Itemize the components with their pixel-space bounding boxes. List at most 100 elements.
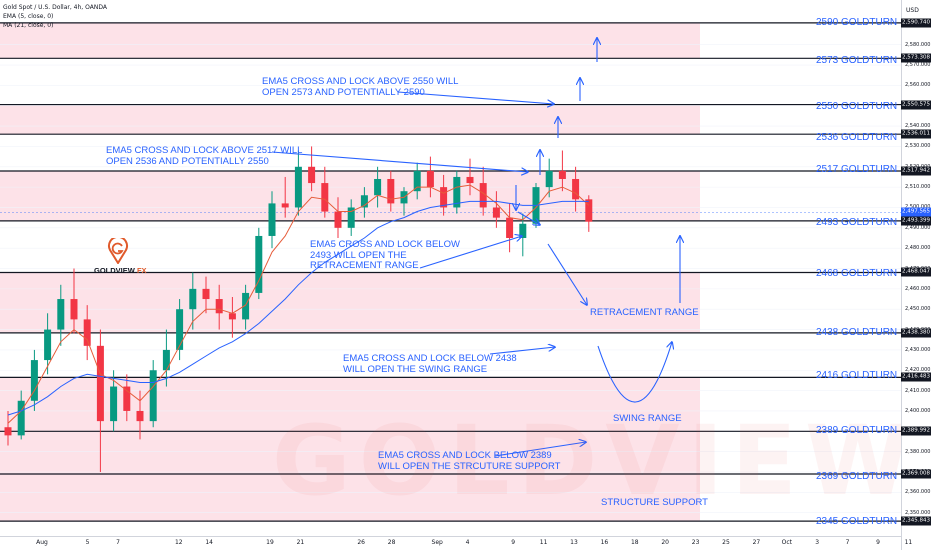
level-price-marker: 2,369.008 bbox=[901, 469, 931, 479]
price-tick: 2,540.000 bbox=[905, 123, 931, 130]
structure-support-label[interactable]: STRUCTURE SUPPORT bbox=[601, 497, 708, 508]
price-tick: 2,500.000 bbox=[905, 204, 930, 210]
candle-body bbox=[149, 370, 157, 422]
date-tick: 9 bbox=[511, 539, 516, 546]
brand-name: GOLDVIEW FX bbox=[94, 266, 147, 275]
candle-body bbox=[572, 178, 580, 200]
swing-range-curve bbox=[597, 342, 672, 403]
date-tick: Oct bbox=[781, 539, 792, 546]
candle-body bbox=[281, 203, 289, 208]
candle-body bbox=[123, 386, 131, 411]
date-tick: 9 bbox=[876, 539, 880, 546]
symbol-title[interactable]: Gold Spot / U.S. Dollar, 4h, OANDA bbox=[3, 4, 107, 11]
candle-body bbox=[44, 329, 52, 361]
date-tick: 7 bbox=[116, 539, 120, 546]
price-tick: 2,450.000 bbox=[905, 306, 931, 313]
level-price-marker: 2,438.380 bbox=[901, 328, 931, 338]
level-label-2517: 2517 GOLDTURN bbox=[816, 164, 898, 175]
note-below-2438-text: EMA5 CROSS AND LOCK BELOW 2438 WILL OPEN… bbox=[343, 353, 517, 375]
candle-body bbox=[374, 178, 382, 196]
note-above-2517-text: EMA5 CROSS AND LOCK ABOVE 2517 WILL OPEN… bbox=[106, 145, 303, 167]
brand-suffix: FX bbox=[136, 266, 147, 275]
date-tick: 26 bbox=[357, 539, 366, 546]
level-price-marker: 2,573.308 bbox=[901, 53, 931, 63]
date-tick: 7 bbox=[845, 539, 850, 546]
candle-body bbox=[360, 195, 368, 208]
price-chart[interactable] bbox=[0, 0, 901, 536]
candle-body bbox=[255, 235, 263, 293]
candle-body bbox=[308, 166, 316, 184]
level-price-marker: 2,416.483 bbox=[901, 372, 931, 382]
candle-body bbox=[17, 400, 25, 436]
candle-body bbox=[215, 299, 223, 314]
price-tick: 2,400.000 bbox=[905, 407, 931, 414]
chart-plot-area[interactable] bbox=[0, 0, 901, 536]
level-label-2369: 2369 GOLDTURN bbox=[816, 471, 898, 482]
swing-range-label[interactable]: SWING RANGE bbox=[613, 413, 682, 424]
level-label-2550: 2550 GOLDTURN bbox=[816, 101, 898, 112]
date-tick: Aug bbox=[36, 539, 48, 546]
annotation-arrow bbox=[419, 236, 522, 269]
indicator-ma-label[interactable]: MA (21, close, 0) bbox=[3, 22, 54, 29]
annotation-arrow bbox=[517, 211, 540, 225]
note-above-2550[interactable]: EMA5 CROSS AND LOCK ABOVE 2550 WILL OPEN… bbox=[262, 76, 459, 98]
level-label-2389: 2389 GOLDTURN bbox=[816, 425, 898, 436]
annotation-arrow bbox=[489, 347, 555, 355]
retracement-range-label[interactable]: RETRACEMENT RANGE bbox=[590, 307, 699, 318]
candle-body bbox=[242, 292, 250, 320]
zone-band bbox=[0, 22, 700, 59]
price-tick: 2,490.000 bbox=[905, 224, 931, 231]
level-label-2573: 2573 GOLDTURN bbox=[816, 55, 898, 66]
note-below-2389[interactable]: EMA5 CROSS AND LOCK BELOW 2389 WILL OPEN… bbox=[378, 450, 560, 472]
level-price-marker: 2,550.575 bbox=[901, 100, 931, 110]
date-tick: 12 bbox=[174, 539, 183, 546]
date-tick: 25 bbox=[722, 539, 730, 546]
candle-body bbox=[202, 288, 210, 300]
date-tick: 16 bbox=[600, 539, 609, 546]
date-tick: 20 bbox=[661, 539, 670, 546]
candle-body bbox=[162, 349, 170, 371]
candle-body bbox=[268, 203, 276, 236]
goldview-logo-icon bbox=[108, 238, 128, 264]
candle-body bbox=[466, 176, 474, 184]
candle-body bbox=[176, 309, 184, 350]
candle-body bbox=[294, 166, 302, 208]
level-label-2468: 2468 GOLDTURN bbox=[816, 268, 898, 279]
candle-body bbox=[440, 187, 448, 208]
note-below-2493[interactable]: EMA5 CROSS AND LOCK BELOW 2493 WILL OPEN… bbox=[310, 239, 460, 272]
note-below-2438[interactable]: EMA5 CROSS AND LOCK BELOW 2438 WILL OPEN… bbox=[343, 353, 517, 375]
date-tick: 21 bbox=[296, 539, 305, 546]
candle-body bbox=[57, 299, 65, 330]
date-tick: 23 bbox=[691, 539, 700, 546]
candle-body bbox=[228, 313, 236, 320]
level-label-2438: 2438 GOLDTURN bbox=[816, 327, 898, 338]
candle-body bbox=[492, 207, 500, 218]
note-above-2550-text: EMA5 CROSS AND LOCK ABOVE 2550 WILL OPEN… bbox=[262, 76, 459, 98]
candle-body bbox=[558, 170, 566, 179]
price-tick: 2,510.000 bbox=[905, 184, 931, 191]
level-price-marker: 2,536.011 bbox=[901, 129, 931, 139]
time-axis[interactable] bbox=[0, 536, 901, 551]
candle-body bbox=[4, 427, 12, 436]
note-below-2493-text: EMA5 CROSS AND LOCK BELOW 2493 WILL OPEN… bbox=[310, 239, 460, 271]
candle-body bbox=[413, 170, 421, 192]
date-tick: 14 bbox=[205, 539, 214, 546]
current-price-marker: 2,497.565 bbox=[901, 207, 931, 217]
price-tick: 2,420.000 bbox=[905, 367, 931, 374]
price-tick: 2,560.000 bbox=[905, 82, 931, 89]
price-tick: 2,410.000 bbox=[905, 387, 931, 394]
note-above-2517[interactable]: EMA5 CROSS AND LOCK ABOVE 2517 WILL OPEN… bbox=[106, 145, 303, 167]
price-tick: 2,380.000 bbox=[905, 448, 931, 455]
currency-label[interactable]: USD bbox=[906, 7, 919, 14]
price-tick: 2,430.000 bbox=[905, 346, 931, 353]
level-label-2416: 2416 GOLDTURN bbox=[816, 370, 898, 381]
date-tick: 28 bbox=[387, 539, 396, 546]
price-tick: 2,570.000 bbox=[905, 62, 931, 69]
level-price-marker: 2,590.740 bbox=[901, 18, 931, 28]
candle-body bbox=[387, 178, 395, 204]
annotation-arrow bbox=[547, 243, 587, 305]
date-tick: 4 bbox=[465, 539, 470, 546]
level-price-marker: 2,493.399 bbox=[901, 216, 931, 226]
date-tick: Sep bbox=[431, 539, 443, 546]
indicator-ema-label[interactable]: EMA (5, close, 0) bbox=[3, 13, 54, 20]
